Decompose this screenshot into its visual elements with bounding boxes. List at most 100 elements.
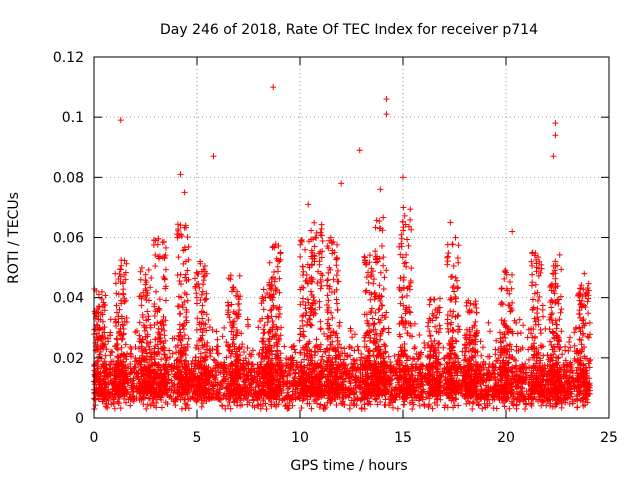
data-point xyxy=(254,396,261,403)
data-point xyxy=(289,354,296,361)
data-point xyxy=(432,323,439,330)
data-point xyxy=(199,400,206,407)
data-point xyxy=(296,337,303,344)
data-point xyxy=(350,373,357,380)
data-point xyxy=(142,271,149,278)
data-point xyxy=(106,372,113,379)
data-point xyxy=(259,335,266,342)
data-point xyxy=(458,366,465,373)
data-point xyxy=(348,345,355,352)
data-point xyxy=(304,396,311,403)
data-point xyxy=(306,400,313,407)
data-point xyxy=(391,353,398,360)
data-point xyxy=(138,302,145,309)
data-point xyxy=(247,380,254,387)
data-point xyxy=(339,370,346,377)
data-point xyxy=(302,305,309,312)
data-point xyxy=(214,336,221,343)
data-point xyxy=(132,344,139,351)
data-point xyxy=(244,392,251,399)
data-point xyxy=(299,322,306,329)
data-point xyxy=(219,383,226,390)
data-point xyxy=(444,404,451,411)
data-point xyxy=(319,353,326,360)
data-point xyxy=(349,365,356,372)
data-point xyxy=(324,276,331,283)
data-point xyxy=(182,405,189,412)
data-point xyxy=(351,331,358,338)
data-point xyxy=(341,345,348,352)
data-point xyxy=(469,405,476,412)
data-point xyxy=(280,395,287,402)
data-point xyxy=(216,396,223,403)
data-point xyxy=(307,288,314,295)
data-point xyxy=(492,377,499,384)
data-point xyxy=(273,313,280,320)
data-point xyxy=(149,400,156,407)
data-point xyxy=(107,352,114,359)
data-point xyxy=(482,392,489,399)
data-point xyxy=(478,387,485,394)
data-point xyxy=(260,306,267,313)
data-point xyxy=(528,344,535,351)
data-point xyxy=(311,243,318,250)
data-point xyxy=(130,375,137,382)
data-point xyxy=(333,262,340,269)
data-point xyxy=(284,392,291,399)
data-point xyxy=(255,394,262,401)
data-point xyxy=(102,292,109,299)
data-point xyxy=(245,377,252,384)
data-point xyxy=(220,377,227,384)
data-point xyxy=(263,405,270,412)
data-point xyxy=(227,405,234,412)
data-point xyxy=(562,357,569,364)
data-point xyxy=(469,400,476,407)
data-point xyxy=(525,356,532,363)
data-point xyxy=(137,268,144,275)
data-point xyxy=(292,349,299,356)
data-point xyxy=(213,347,220,354)
data-point xyxy=(246,351,253,358)
data-point xyxy=(251,404,258,411)
data-point xyxy=(493,358,500,365)
data-point xyxy=(215,350,222,357)
data-point xyxy=(340,395,347,402)
data-point xyxy=(571,329,578,336)
data-point xyxy=(484,402,491,409)
data-point xyxy=(316,298,323,305)
data-point xyxy=(486,353,493,360)
data-point xyxy=(107,329,114,336)
data-point xyxy=(528,394,535,401)
data-point xyxy=(480,358,487,365)
data-point xyxy=(269,318,276,325)
data-point xyxy=(317,318,324,325)
data-point xyxy=(567,344,574,351)
data-point xyxy=(172,396,179,403)
data-point xyxy=(421,339,428,346)
data-point xyxy=(217,380,224,387)
data-point xyxy=(353,376,360,383)
data-point xyxy=(334,306,341,313)
data-point xyxy=(300,272,306,279)
data-point xyxy=(115,346,122,353)
data-point xyxy=(198,397,205,404)
data-point xyxy=(122,341,129,348)
data-point xyxy=(314,280,321,287)
data-point xyxy=(142,394,149,401)
data-point xyxy=(246,387,253,394)
data-point xyxy=(206,324,213,331)
data-point xyxy=(392,386,399,393)
data-point xyxy=(512,373,519,380)
data-point xyxy=(359,377,366,384)
data-point xyxy=(478,366,485,373)
data-point xyxy=(313,234,320,241)
data-point xyxy=(214,379,221,386)
data-point xyxy=(297,325,304,332)
data-point xyxy=(135,376,142,383)
data-point xyxy=(450,404,457,411)
data-point xyxy=(452,395,459,402)
data-point xyxy=(184,234,191,241)
data-point xyxy=(437,325,444,332)
data-point xyxy=(225,396,232,403)
data-point xyxy=(187,377,194,384)
